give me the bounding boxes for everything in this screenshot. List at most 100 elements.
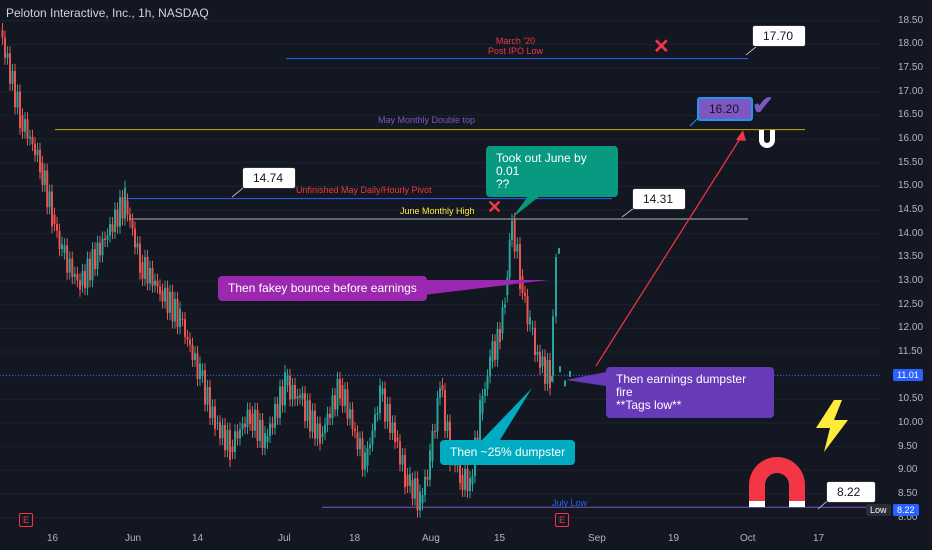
candle-body xyxy=(314,410,316,439)
candle-body xyxy=(494,341,496,360)
candle-body xyxy=(551,375,553,382)
candle-body xyxy=(156,280,159,287)
price-tick-label: 18.00 xyxy=(898,38,924,50)
candle-body xyxy=(6,53,9,58)
checkmark-icon: ✔ xyxy=(752,90,774,120)
candle-body xyxy=(501,307,504,334)
price-box-1770[interactable]: 17.70 xyxy=(752,25,806,47)
candle-body xyxy=(361,438,364,470)
candle-body xyxy=(334,395,336,410)
chart-title: Peloton Interactive, Inc., 1h, NASDAQ xyxy=(6,6,209,20)
price-tick-label: 11.50 xyxy=(898,346,923,357)
price-tick-label: 10.00 xyxy=(898,416,924,428)
candle-body xyxy=(306,400,309,422)
candle-body xyxy=(114,209,116,232)
candle-body xyxy=(134,228,136,248)
candle-body xyxy=(521,276,524,293)
candle-body xyxy=(431,431,434,461)
target-arrow-head xyxy=(736,130,746,141)
candle-body xyxy=(558,247,560,254)
time-tick-label: Aug xyxy=(422,533,440,544)
candle-body xyxy=(154,280,156,286)
price-box-1474[interactable]: 14.74 xyxy=(242,167,296,189)
fakey-callout[interactable]: Then fakey bounce before earnings xyxy=(218,276,427,301)
candle-body xyxy=(189,339,191,345)
candle-body xyxy=(136,243,139,248)
price-box-1431[interactable]: 14.31 xyxy=(632,188,686,210)
candle-body xyxy=(284,372,286,406)
candle-body xyxy=(549,360,551,389)
candle-body xyxy=(139,243,141,273)
dumpster-callout[interactable]: Then ~25% dumpster xyxy=(440,440,576,465)
price-tick-label: 14.00 xyxy=(898,227,924,239)
candle-body xyxy=(389,404,391,433)
price-tick-label: 13.00 xyxy=(898,275,924,286)
candle-body xyxy=(186,336,189,340)
unfinished-pivot-label: Unfinished May Daily/Hourly Pivot xyxy=(296,185,432,195)
candle-body xyxy=(479,400,481,444)
candle-body xyxy=(91,249,94,281)
candle-body xyxy=(14,71,16,108)
candle-body xyxy=(471,476,474,485)
candle-body xyxy=(144,256,146,279)
candle-body xyxy=(61,244,63,250)
candle-body xyxy=(34,143,36,155)
dumpster-pointer xyxy=(482,388,532,440)
candle-body xyxy=(63,245,66,253)
candle-body xyxy=(416,478,419,511)
price-tick-label: 17.50 xyxy=(898,62,924,74)
candle-body xyxy=(316,423,319,439)
candle-body xyxy=(119,197,121,227)
candle-body xyxy=(399,441,401,465)
earnings-icon[interactable]: E xyxy=(555,513,569,527)
candle-body xyxy=(391,422,394,433)
candle-body xyxy=(216,422,219,424)
candle-body xyxy=(166,287,169,313)
candle-body xyxy=(508,240,511,278)
candle-body xyxy=(524,292,526,296)
candle-body xyxy=(71,258,74,278)
candle-body xyxy=(36,149,39,155)
current-price-tag: 11.01 xyxy=(893,369,923,381)
candle-body xyxy=(555,257,557,264)
candle-body xyxy=(354,429,356,432)
candle-body xyxy=(379,385,381,414)
candle-body xyxy=(66,245,69,273)
candle-body xyxy=(429,450,431,480)
candle-body xyxy=(46,170,49,208)
candle-body xyxy=(231,446,234,452)
july-low-label: July Low xyxy=(552,498,588,508)
candle-body xyxy=(344,389,346,406)
price-box-1620[interactable]: 16.20 xyxy=(697,97,753,121)
candle-body xyxy=(441,385,444,391)
took-out-callout[interactable]: Took out June by 0.01 ?? xyxy=(486,146,618,197)
lightning-icon xyxy=(816,400,848,452)
time-tick-label: 15 xyxy=(494,533,506,544)
time-tick-label: 17 xyxy=(813,533,825,544)
price-box-822[interactable]: 8.22 xyxy=(826,481,876,503)
candle-body xyxy=(376,413,379,415)
candle-body xyxy=(121,197,124,219)
candle-body xyxy=(546,360,549,384)
candle-body xyxy=(559,366,561,373)
target-arrow-line xyxy=(595,133,744,367)
earnings-icon[interactable]: E xyxy=(19,513,33,527)
candle-body xyxy=(169,291,171,313)
price-tick-label: 10.50 xyxy=(898,393,924,405)
price-tick-label: 18.50 xyxy=(898,14,924,26)
candle-body xyxy=(516,244,519,252)
fakey-pointer xyxy=(415,280,548,296)
candle-body xyxy=(469,478,471,492)
candle-body xyxy=(214,406,216,429)
candle-body xyxy=(171,291,174,322)
candle-body xyxy=(191,344,194,360)
price-tick-label: 8.00 xyxy=(898,511,918,523)
candle-body xyxy=(179,308,181,328)
dumpster-fire-callout[interactable]: Then earnings dumpster fire **Tags low** xyxy=(606,367,774,418)
candle-body xyxy=(499,329,501,343)
candle-body xyxy=(141,262,144,279)
candle-body xyxy=(526,295,529,325)
candle-body xyxy=(81,271,84,286)
cross-icon: ✕ xyxy=(487,197,503,217)
